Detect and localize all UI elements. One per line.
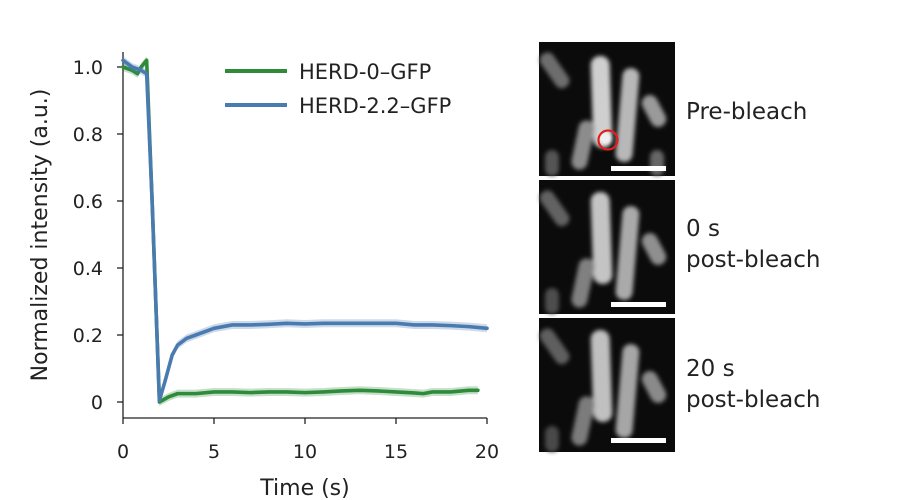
y-tick-label: 0.6 (73, 191, 103, 213)
x-tick-label: 10 (293, 441, 317, 463)
panel-label-pre-bleach: Pre-bleach (686, 99, 807, 125)
panel-label-line: 0 s (686, 216, 720, 242)
panel-label-line: post-bleach (686, 387, 820, 413)
y-tick-label: 0.2 (73, 325, 103, 347)
micrograph-pre-bleach (539, 42, 675, 176)
x-tick-label: 5 (208, 441, 220, 463)
y-axis-label: Normalized intensity (a.u.) (28, 89, 53, 382)
legend-label-herd-0-gfp: HERD-0–GFP (299, 60, 431, 84)
bacteria-cells (539, 328, 667, 452)
panel-label-20s-post-bleach: 20 s post-bleach (686, 356, 820, 413)
bleach-roi-marker (597, 129, 619, 151)
y-tick-label: 0 (91, 392, 103, 414)
micrograph-0s-post-bleach (539, 180, 675, 314)
legend-label-herd-2-2-gfp: HERD-2.2–GFP (299, 94, 451, 118)
x-tick-label: 20 (475, 441, 499, 463)
x-tick-label: 15 (384, 441, 408, 463)
y-tick-label: 0.8 (73, 124, 103, 146)
x-axis-label: Time (s) (259, 476, 349, 500)
scale-bar (611, 166, 666, 171)
y-tick-label: 0.4 (73, 258, 103, 280)
panel-label-0s-post-bleach: 0 s post-bleach (686, 216, 820, 273)
micrograph-20s-post-bleach (539, 318, 675, 452)
scale-bar (611, 302, 666, 307)
panel-label-line: 20 s (686, 356, 735, 382)
panel-label-line: Pre-bleach (686, 99, 807, 125)
series-line-herd-2-2-gfp (121, 58, 489, 403)
frap-chart: 0 0.2 0.4 0.6 0.8 1.0 0 5 10 15 20 Time (s) Normaliz… (28, 52, 499, 500)
bacteria-cells (539, 52, 667, 176)
bacteria-cells (539, 190, 667, 314)
scale-bar (611, 438, 666, 443)
panel-label-line: post-bleach (686, 247, 820, 273)
micrograph-panels: Pre-bleach 0 s post-bleach 20 s post-bleac… (539, 42, 820, 452)
x-tick-label: 0 (117, 441, 129, 463)
y-tick-label: 1.0 (73, 57, 103, 79)
